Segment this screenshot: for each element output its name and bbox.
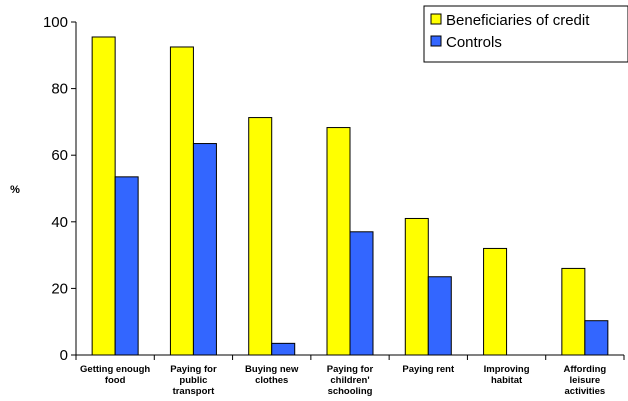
x-tick-label: Affording leisure activities [563, 364, 606, 397]
x-tick-label: Paying for public transport [170, 364, 217, 397]
x-tick-label: Paying rent [402, 364, 455, 375]
y-tick-label: 80 [51, 81, 68, 98]
x-tick-label: Paying for children' schooling [327, 364, 374, 397]
bar-beneficiaries [404, 217, 429, 356]
bar-controls [584, 320, 609, 356]
legend: Beneficiaries of credit Controls [423, 5, 628, 63]
bar-controls [114, 176, 139, 356]
x-tick-label: Improving habitat [484, 364, 530, 386]
bar-beneficiaries [248, 117, 273, 356]
y-tick-label: 20 [51, 280, 68, 297]
bar-beneficiaries [483, 247, 508, 356]
legend-swatch [430, 35, 442, 47]
y-axis-label: % [10, 184, 20, 196]
x-ticks: Getting enough food Paying for public transp… [75, 355, 625, 397]
y-tick-label: 40 [51, 214, 68, 231]
x-tick-label: Getting enough food [80, 364, 150, 386]
y-ticks: 0 20 40 60 80 100 [43, 14, 76, 364]
y-tick-label: 0 [60, 347, 68, 364]
bar-controls [192, 143, 217, 356]
legend-label: Controls [446, 34, 502, 51]
bar-beneficiaries [561, 267, 586, 356]
bar-controls [427, 276, 452, 356]
legend-swatch [430, 13, 442, 25]
legend-label: Beneficiaries of credit [446, 12, 590, 29]
bar-beneficiaries [91, 36, 116, 356]
y-tick-label: 100 [43, 14, 68, 31]
legend-box [423, 5, 628, 63]
bar-controls [271, 342, 296, 356]
bar-beneficiaries [169, 46, 194, 356]
y-tick-label: 60 [51, 147, 68, 164]
bar-beneficiaries [326, 127, 351, 356]
x-tick-label: Buying new clothes [245, 364, 299, 386]
bar-controls [349, 231, 374, 356]
bars-layer [91, 36, 609, 356]
